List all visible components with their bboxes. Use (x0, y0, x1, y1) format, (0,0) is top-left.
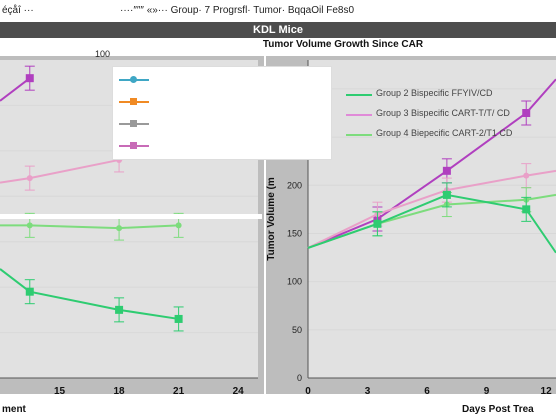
y-tick-label-1-0: 0 (297, 373, 302, 383)
y-tick-label-1-2: 100 (287, 277, 302, 287)
legend-marker-2 (130, 98, 137, 105)
legend-item-3 (119, 117, 319, 131)
legend-marker-4 (130, 142, 137, 149)
legend-item-1 (119, 73, 319, 87)
x-tick-label-1-1: 3 (365, 386, 371, 397)
right-x-axis-label: Days Post Trea (462, 404, 534, 415)
left-top-fragment: 100 (95, 49, 111, 59)
x-tick-label-1-4: 12 (541, 386, 553, 397)
legend-right-line-2 (346, 114, 372, 116)
data-point-1-1-3 (523, 172, 530, 179)
legend-right-label-2: Group 3 Bispecific CART-T/T/ CD (376, 108, 510, 118)
series-line-0-0 (0, 77, 31, 102)
y-tick-label-1-3: 150 (287, 228, 302, 238)
legend-right: Group 2 Bispecific FFYIV/CD Group 3 Bisp… (346, 70, 556, 140)
data-point-1-0-3 (522, 109, 531, 117)
data-point-1-3-2 (442, 190, 451, 199)
data-point-0-2-2 (116, 225, 123, 232)
y-tick-label-1-1: 50 (292, 325, 302, 335)
data-point-1-3-3 (522, 205, 531, 214)
left-x-axis-label: ment (2, 404, 26, 415)
x-tick-label-1-0: 0 (305, 386, 311, 397)
x-tick-label-1-2: 6 (424, 386, 430, 397)
y-axis-label-1: Tumor Volume (m (266, 177, 277, 261)
data-point-0-2-1 (26, 222, 33, 229)
legend-right-label-1: Group 2 Bispecific FFYIV/CD (376, 88, 493, 98)
legend-item-2 (119, 95, 319, 109)
breadcrumb-right: ····″″″ «»··· Group· 7 Progrsfl· Tumor· … (120, 5, 355, 16)
chart-subtitle: Tumor Volume Growth Since CAR (262, 39, 424, 50)
series-line-0-3 (0, 268, 179, 320)
x-tick-label-0-3: 24 (233, 386, 245, 397)
x-tick-label-0-2: 21 (173, 386, 185, 397)
data-point-0-3-3 (174, 314, 183, 323)
x-tick-label-1-3: 9 (484, 386, 490, 397)
legend-right-line-3 (346, 134, 372, 136)
breadcrumb-left: éçåî ··· (2, 5, 34, 16)
data-point-0-0-1 (25, 74, 34, 83)
legend-right-item-3: Group 4 Biepecific CART-2/T1 CD (346, 128, 556, 142)
legend-left (112, 66, 332, 160)
plot-area-1 (308, 60, 556, 378)
legend-right-label-3: Group 4 Biepecific CART-2/T1 CD (376, 128, 513, 138)
data-point-0-2-3 (175, 222, 182, 229)
y-tick-label-1-4: 200 (287, 180, 302, 190)
legend-marker-3 (130, 120, 137, 127)
legend-right-item-2: Group 3 Bispecific CART-T/T/ CD (346, 108, 556, 122)
legend-right-item-1: Group 2 Bispecific FFYIV/CD (346, 88, 556, 102)
data-point-1-0-2 (442, 166, 451, 175)
data-point-0-1-1 (26, 175, 33, 182)
data-point-1-3-1 (373, 219, 382, 228)
separator-band (0, 214, 262, 219)
data-point-0-3-2 (115, 305, 124, 314)
legend-right-line-1 (346, 94, 372, 96)
header-breadcrumb: éçåî ··· ····″″″ «»··· Group· 7 Progrsfl… (0, 0, 556, 22)
page-title: KDL Mice (0, 22, 556, 38)
data-point-0-3-1 (25, 287, 34, 296)
series-line-0-2 (0, 224, 179, 230)
x-tick-label-0-1: 18 (114, 386, 126, 397)
legend-item-4 (119, 139, 319, 153)
x-tick-label-0-0: 15 (54, 386, 66, 397)
legend-marker-1 (130, 76, 137, 83)
